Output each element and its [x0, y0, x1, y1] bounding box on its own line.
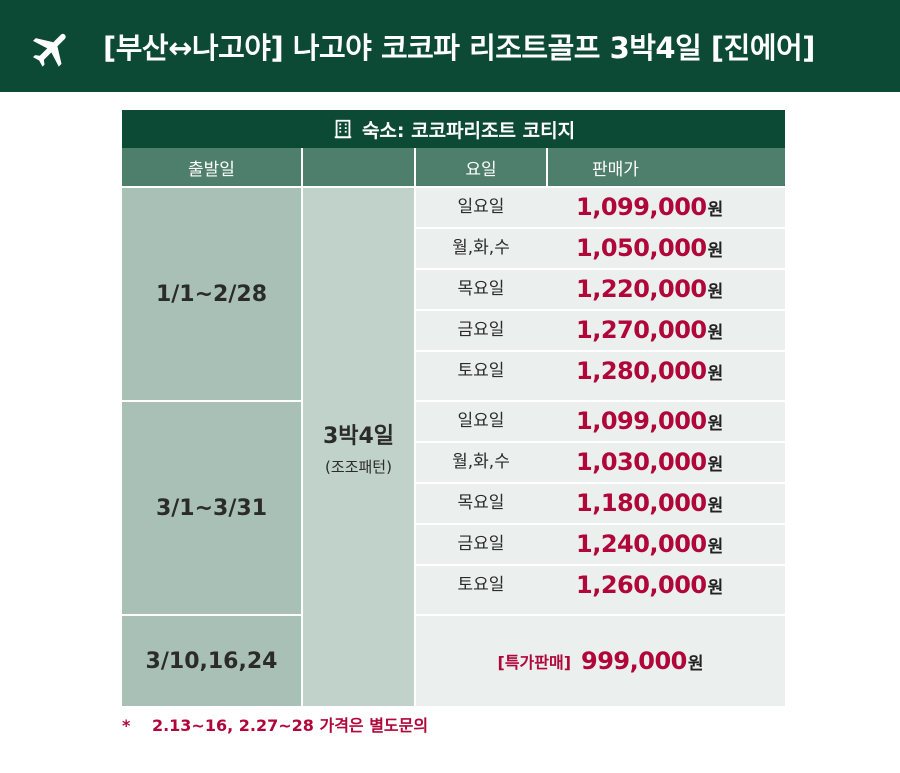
table-row: 금요일 1,270,000원 [416, 311, 785, 350]
price-cell: 1,240,000원 [576, 525, 723, 564]
price-value: 1,099,000 [576, 193, 707, 221]
footnote-marker: * [122, 716, 131, 735]
special-price-row: [특가판매] 999,000 원 [416, 616, 785, 706]
price-cell: 1,270,000원 [576, 311, 723, 350]
day-cell: 금요일 [457, 320, 505, 340]
column-header-empty [303, 148, 414, 186]
table-row: 월,화,수 1,030,000원 [416, 443, 785, 482]
day-cell: 목요일 [457, 279, 505, 299]
special-tag: [특가판매] [497, 653, 572, 672]
day-cell: 토요일 [457, 361, 505, 381]
price-value: 1,099,000 [576, 407, 707, 435]
price-unit: 원 [707, 496, 724, 516]
column-header-date: 출발일 [122, 148, 301, 186]
building-icon [334, 119, 352, 139]
package-nights: 3박4일 [322, 423, 395, 449]
price-value: 1,260,000 [576, 571, 707, 599]
table-row: 일요일 1,099,000원 [416, 402, 785, 441]
column-header-day: 요일 [416, 148, 546, 186]
table-row: 목요일 1,220,000원 [416, 270, 785, 309]
price-unit: 원 [707, 241, 724, 261]
header-banner: [부산↔나고야] 나고야 코코파 리조트골프 3박4일 [진에어] [0, 0, 900, 92]
table-row: 월,화,수 1,050,000원 [416, 229, 785, 268]
price-cell: 1,030,000원 [576, 443, 723, 482]
price-cell: 1,220,000원 [576, 270, 723, 309]
date-cell-jan-feb: 1/1~2/28 [122, 188, 301, 400]
footnote-text: 2.13~16, 2.27~28 가격은 별도문의 [151, 716, 429, 735]
package-pattern: (조조패턴) [325, 457, 392, 476]
date-cell-special: 3/10,16,24 [122, 616, 301, 706]
price-value: 1,220,000 [576, 275, 707, 303]
day-cell: 토요일 [457, 575, 505, 595]
day-cell: 일요일 [457, 411, 505, 431]
hotel-bar: 숙소: 코코파리조트 코티지 [122, 110, 785, 148]
price-cell: 1,180,000원 [576, 484, 723, 523]
price-unit: 원 [707, 282, 724, 302]
price-unit: 원 [707, 414, 724, 434]
price-unit: 원 [707, 578, 724, 598]
table-row: 일요일 1,099,000원 [416, 188, 785, 227]
footnote: * 2.13~16, 2.27~28 가격은 별도문의 [122, 712, 428, 736]
table-row: 토요일 1,280,000원 [416, 352, 785, 400]
price-cell: 1,099,000원 [576, 402, 723, 441]
price-value: 1,030,000 [576, 448, 707, 476]
date-cell-march: 3/1~3/31 [122, 402, 301, 614]
price-value: 1,050,000 [576, 234, 707, 262]
hotel-label: 숙소: 코코파리조트 코티지 [361, 119, 576, 142]
day-cell: 월,화,수 [452, 238, 510, 258]
price-cell: 1,280,000원 [576, 352, 723, 391]
price-cell: 1,260,000원 [576, 566, 723, 605]
airplane-icon [33, 33, 66, 67]
day-cell: 월,화,수 [452, 452, 510, 472]
price-cell: 1,099,000원 [576, 188, 723, 227]
package-cell: 3박4일 (조조패턴) [303, 188, 414, 706]
price-value: 1,240,000 [576, 530, 707, 558]
page-title: [부산↔나고야] 나고야 코코파 리조트골프 3박4일 [진에어] [103, 31, 815, 65]
day-cell: 일요일 [457, 197, 505, 217]
price-unit: 원 [707, 200, 724, 220]
special-unit: 원 [687, 653, 704, 674]
table-row: 목요일 1,180,000원 [416, 484, 785, 523]
special-price: 999,000 [581, 647, 687, 675]
table-row: 금요일 1,240,000원 [416, 525, 785, 564]
column-header-price: 판매가 [548, 148, 785, 186]
price-cell: 1,050,000원 [576, 229, 723, 268]
price-unit: 원 [707, 323, 724, 343]
price-value: 1,280,000 [576, 357, 707, 385]
table-row: 토요일 1,260,000원 [416, 566, 785, 614]
price-value: 1,180,000 [576, 489, 707, 517]
price-unit: 원 [707, 537, 724, 557]
price-unit: 원 [707, 364, 724, 384]
price-unit: 원 [707, 455, 724, 475]
day-cell: 목요일 [457, 493, 505, 513]
price-value: 1,270,000 [576, 316, 707, 344]
day-cell: 금요일 [457, 534, 505, 554]
